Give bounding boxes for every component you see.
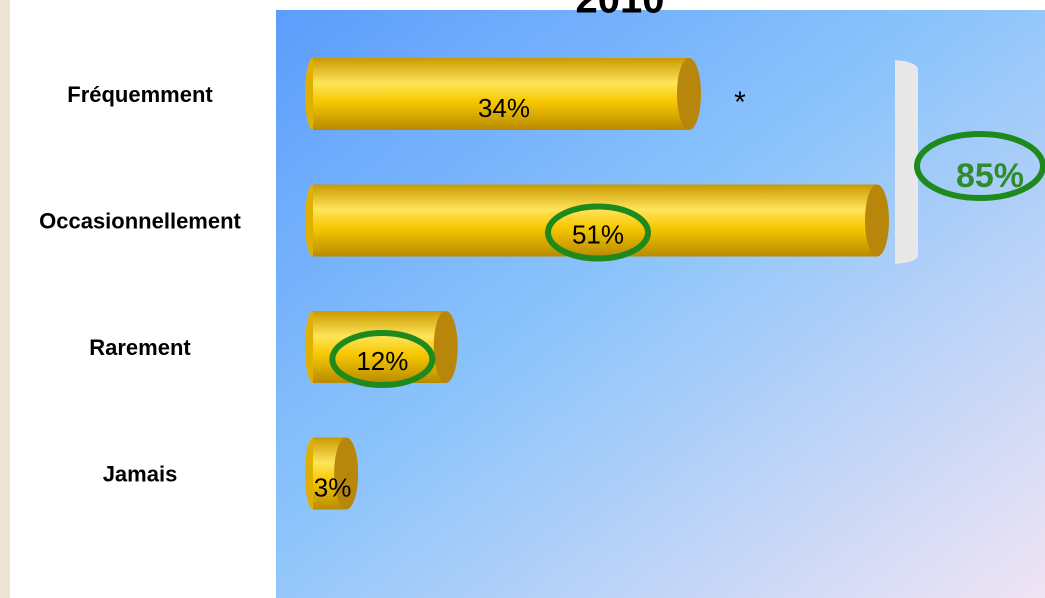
value-label: 51% <box>572 219 624 249</box>
bar <box>305 437 359 510</box>
highlight-ellipse <box>914 131 1045 201</box>
category-label: Occasionnellement <box>39 208 241 233</box>
category-label: Fréquemment <box>67 82 213 107</box>
value-label: 34% <box>478 93 530 123</box>
category-label: Rarement <box>89 335 191 360</box>
category-label: Jamais <box>103 461 178 486</box>
annotation: 85% <box>956 157 1024 195</box>
bar <box>305 184 889 257</box>
highlight-ellipse <box>329 330 436 388</box>
chart-title: 2010 <box>576 0 665 22</box>
highlight-ellipse <box>545 203 651 262</box>
value-label: 3% <box>314 472 352 502</box>
annotation: * <box>734 86 746 119</box>
bar <box>305 58 701 130</box>
bracket <box>895 60 918 264</box>
side-panel <box>0 0 10 598</box>
value-label: 12% <box>356 346 408 376</box>
